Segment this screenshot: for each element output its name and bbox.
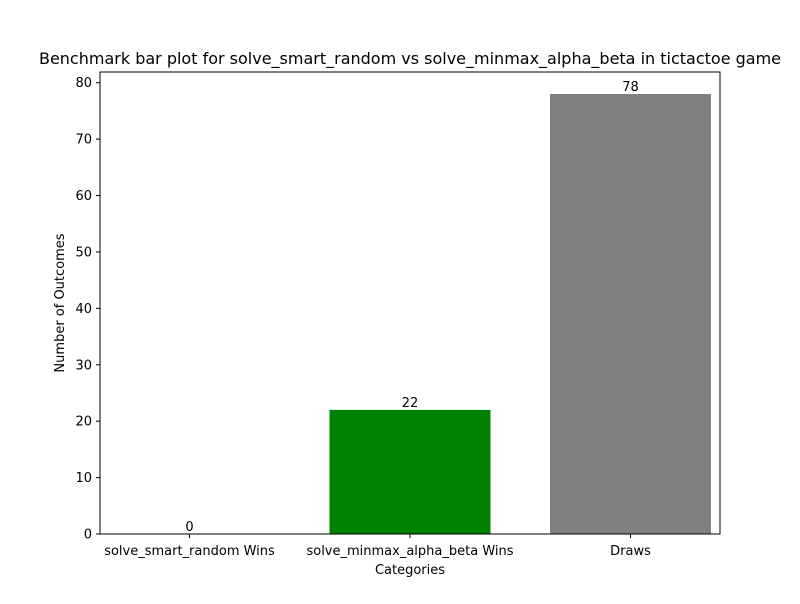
bar-value-label-0: 0 <box>185 520 193 535</box>
bar-value-label-2: 78 <box>622 80 639 95</box>
x-axis-label: Categories <box>375 563 445 578</box>
x-tick-label-1: solve_minmax_alpha_beta Wins <box>306 544 513 559</box>
y-axis-label: Number of Outcomes <box>53 233 68 372</box>
y-tick-label-6: 60 <box>75 189 92 204</box>
bars-layer: 0 22 78 <box>185 80 711 535</box>
axes-layer: 0 10 20 30 40 50 60 70 80 solve_smart_random Wins… <box>75 71 721 559</box>
x-tick-label-2: Draws <box>610 544 651 559</box>
y-tick-label-7: 70 <box>75 133 92 148</box>
y-tick-label-2: 20 <box>75 415 92 430</box>
bar-2 <box>550 94 711 534</box>
y-tick-label-1: 10 <box>75 471 92 486</box>
y-tick-label-8: 80 <box>75 76 92 91</box>
bar-1 <box>329 409 491 534</box>
bar-value-label-1: 22 <box>402 396 419 411</box>
chart-title: Benchmark bar plot for solve_smart_rando… <box>39 49 781 69</box>
x-tick-label-0: solve_smart_random Wins <box>104 544 275 559</box>
y-tick-label-4: 40 <box>75 302 92 317</box>
y-tick-label-5: 50 <box>75 245 92 260</box>
y-tick-label-3: 30 <box>75 358 92 373</box>
y-tick-label-0: 0 <box>84 528 92 543</box>
